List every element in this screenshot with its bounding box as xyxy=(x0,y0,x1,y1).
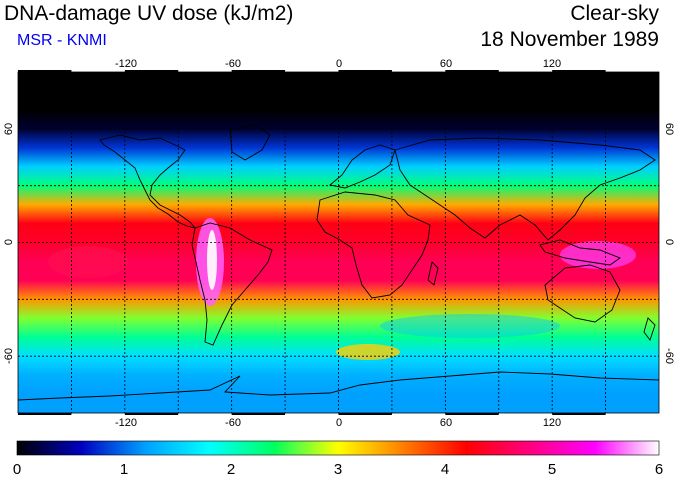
frame-tick-bar xyxy=(18,413,72,415)
frame-tick-bar xyxy=(445,413,499,415)
colorbar xyxy=(17,441,659,455)
africa-coast xyxy=(316,191,431,299)
frame-tick-bar xyxy=(338,70,392,72)
top-lon-label-120: 120 xyxy=(543,58,561,70)
frame-tick-bar xyxy=(445,70,499,72)
colorbar-label-6: 6 xyxy=(655,461,663,478)
ozone-tongue xyxy=(336,344,400,360)
frame-tick-bar xyxy=(124,413,179,415)
sky-condition: Clear-sky xyxy=(570,2,659,25)
colorbar-label-4: 4 xyxy=(441,461,449,478)
madagascar-coast xyxy=(427,261,439,286)
top-lon-label-60: 60 xyxy=(440,58,452,70)
colorbar-label-3: 3 xyxy=(334,461,342,478)
frame-tick-bar xyxy=(124,70,179,72)
map-date: 18 November 1989 xyxy=(480,28,659,51)
colorbar-label-1: 1 xyxy=(120,461,128,478)
frame-tick-bar xyxy=(231,70,286,72)
australia-coast xyxy=(544,264,621,323)
top-lon-label-neg120: -120 xyxy=(115,58,137,70)
bottom-lon-label-60: 60 xyxy=(440,417,452,429)
right-lat-label-neg60: -60 xyxy=(663,348,675,364)
colorbar-label-2: 2 xyxy=(227,461,235,478)
cloud-band xyxy=(380,314,560,338)
north-america-coast xyxy=(99,134,197,229)
bottom-lon-label-neg120: -120 xyxy=(115,417,137,429)
top-lon-label-neg60: -60 xyxy=(225,58,241,70)
left-lat-label-0: 0 xyxy=(3,239,15,245)
right-lat-label-60: 60 xyxy=(663,123,675,135)
bottom-lon-label-120: 120 xyxy=(543,417,561,429)
colorbar-label-5: 5 xyxy=(548,461,556,478)
top-lon-label-0: 0 xyxy=(336,58,342,70)
frame-tick-bar xyxy=(552,70,606,72)
frame-tick-bar xyxy=(231,413,286,415)
graticule xyxy=(18,72,659,413)
andes-peak xyxy=(207,230,217,290)
bottom-lon-label-neg60: -60 xyxy=(225,417,241,429)
right-lat-label-0: 0 xyxy=(663,239,675,245)
frame-tick-bar xyxy=(18,70,72,72)
frame-tick-bar xyxy=(552,413,606,415)
indonesia-hotspot xyxy=(560,241,636,269)
indonesia-coast xyxy=(539,239,621,266)
map-source: MSR - KNMI xyxy=(17,32,107,49)
left-lat-label-60: 60 xyxy=(3,123,15,135)
asia-coast xyxy=(394,137,656,241)
bottom-lon-label-0: 0 xyxy=(336,417,342,429)
frame-tick-bar xyxy=(338,413,392,415)
south-america-coast xyxy=(191,222,273,346)
frame-ticks xyxy=(18,70,606,415)
map-title: DNA-damage UV dose (kJ/m2) xyxy=(4,2,294,25)
pacific-hotspot xyxy=(48,246,128,278)
colorbar-label-0: 0 xyxy=(13,461,21,478)
coastlines xyxy=(18,124,659,401)
left-lat-label-neg60: -60 xyxy=(3,348,15,364)
new-zealand-coast xyxy=(643,317,656,341)
colorbar-frame xyxy=(16,440,660,456)
antarctica-coast xyxy=(18,371,659,401)
